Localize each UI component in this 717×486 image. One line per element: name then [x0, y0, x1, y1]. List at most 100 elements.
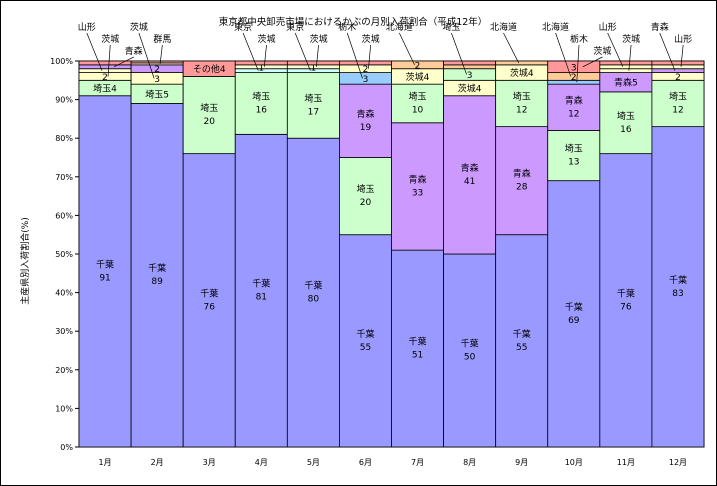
bar-segment: [495, 60, 549, 66]
bar-segment: [651, 64, 705, 70]
bar-segment: [599, 91, 653, 155]
segment-value: 51: [412, 351, 423, 361]
segment-label: 2: [363, 65, 369, 75]
segment-label: 千葉: [200, 287, 218, 299]
callout-label: 茨城: [257, 33, 275, 45]
bar-segment: [495, 79, 549, 128]
segment-value: 10: [412, 105, 424, 115]
segment-value: 41: [464, 177, 475, 187]
y-tick-label: 10%: [55, 404, 73, 413]
segment-value: 80: [308, 295, 320, 305]
callout-label: 茨城: [310, 33, 328, 45]
bar-segment: [130, 60, 184, 64]
callout-leader: [107, 44, 111, 77]
segment-value: 12: [516, 105, 527, 115]
segment-label: 千葉: [148, 262, 166, 274]
callout-label: 北海道: [490, 21, 517, 33]
segment-label: 千葉: [409, 336, 427, 348]
bar-segment: [286, 60, 340, 66]
segment-label: 埼玉4: [93, 83, 117, 95]
bar-segment: [234, 72, 288, 135]
x-tick-label: 11月: [617, 458, 635, 467]
y-tick-label: 50%: [55, 250, 73, 259]
bar-segment: [391, 122, 444, 251]
x-tick-label: 1月: [98, 458, 111, 467]
segment-label: 千葉: [356, 328, 374, 340]
segment-value: 89: [151, 277, 163, 287]
segment-label: 茨城4: [406, 71, 430, 83]
callout-label: 茨城: [362, 33, 380, 45]
bar-segment: [443, 64, 497, 70]
callout-label: 山形: [674, 33, 692, 45]
segment-label: 千葉: [304, 280, 322, 292]
bar-segment: [495, 234, 549, 448]
segment-value: 13: [568, 158, 579, 168]
segment-label: 青森: [565, 94, 583, 106]
y-tick-label: 70%: [55, 173, 73, 182]
callout-label: 北海道: [386, 21, 413, 33]
bar-segment: [443, 253, 497, 448]
plot-area: 0%10%20%30%40%50%60%70%80%90%100%千葉91埼玉4…: [50, 57, 705, 467]
bar-segment: [286, 72, 340, 139]
segment-label: 千葉: [617, 287, 635, 299]
segment-label: 2: [102, 73, 108, 83]
callout-label: 東京: [234, 21, 252, 33]
x-tick-label: 6月: [359, 458, 372, 467]
segment-label: 千葉: [669, 274, 687, 286]
x-tick-label: 4月: [255, 458, 268, 467]
bar-segment: [651, 60, 705, 66]
bar-segment: [130, 103, 184, 448]
callout-leader: [138, 32, 155, 79]
segment-label: 青森: [356, 108, 374, 120]
callout-leader: [398, 32, 415, 66]
x-tick-label: 8月: [463, 458, 476, 467]
x-tick-label: 9月: [515, 458, 528, 467]
segment-label: 埼玉: [513, 90, 531, 102]
x-tick-label: 3月: [203, 458, 216, 467]
segment-label: 2: [154, 65, 160, 75]
bar-segment: [599, 153, 653, 448]
x-tick-label: 12月: [669, 458, 687, 467]
bar-segment: [443, 60, 497, 66]
segment-label: 埼玉: [669, 90, 687, 102]
bar-segment: [547, 180, 601, 448]
segment-label: 2: [571, 73, 577, 83]
bar-segment: [78, 68, 132, 73]
segment-value: 19: [360, 123, 372, 133]
callout-label: 茨城: [130, 21, 148, 33]
segment-value: 55: [360, 343, 371, 353]
callout-leader: [316, 44, 319, 67]
y-axis-label: 主産県別入荷割合(%): [19, 217, 31, 305]
callout-leader: [346, 32, 363, 79]
callout-leader: [368, 44, 372, 69]
callout-leader: [113, 56, 134, 68]
bar-segment: [234, 60, 288, 66]
segment-value: 76: [620, 302, 632, 312]
segment-value: 20: [203, 117, 215, 127]
segment-label: 2: [675, 73, 681, 83]
segment-value: 12: [568, 109, 579, 119]
bar-segment: [547, 130, 601, 182]
segment-label: 埼玉5: [145, 88, 169, 100]
segment-value: 28: [516, 183, 528, 193]
callout-label: 東京: [286, 21, 304, 33]
segment-value: 55: [516, 343, 527, 353]
segment-value: 81: [256, 293, 267, 303]
segment-label: 茨城4: [458, 83, 482, 95]
bar-segment: [651, 79, 705, 128]
callout-label: 青森: [125, 45, 143, 57]
bar-segment: [599, 60, 653, 66]
y-tick-label: 40%: [55, 289, 73, 298]
callout-leader: [451, 32, 467, 75]
bar-segment: [599, 68, 653, 73]
bar-segment: [651, 126, 705, 448]
callout-label: 山形: [78, 21, 96, 33]
segment-label: 青森: [461, 162, 479, 174]
bar-segment: [339, 83, 392, 158]
x-tick-label: 7月: [411, 458, 424, 467]
segment-value: 33: [412, 188, 423, 198]
segment-value: 16: [620, 125, 632, 135]
bar-segment: [78, 60, 132, 66]
segment-label: 3: [571, 63, 577, 73]
